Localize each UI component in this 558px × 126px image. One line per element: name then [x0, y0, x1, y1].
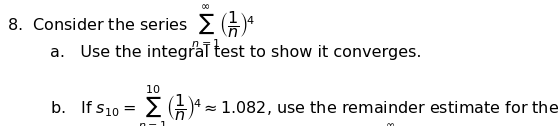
- Text: 8.  Consider the series $\sum_{n=1}^{\infty} \left(\dfrac{1}{n}\right)^{\!4}$: 8. Consider the series $\sum_{n=1}^{\inf…: [7, 4, 255, 50]
- Text: b.   If $s_{10} = \sum_{n=1}^{10} \left(\dfrac{1}{n}\right)^{\!4} \approx 1.082$: b. If $s_{10} = \sum_{n=1}^{10} \left(\d…: [50, 83, 558, 126]
- Text: test to give a range for the value of $\sum_{n=1}^{\infty} \left(\dfrac{1}{n}\ri: test to give a range for the value of $\…: [86, 122, 440, 126]
- Text: a.   Use the integral test to show it converges.: a. Use the integral test to show it conv…: [50, 45, 422, 60]
